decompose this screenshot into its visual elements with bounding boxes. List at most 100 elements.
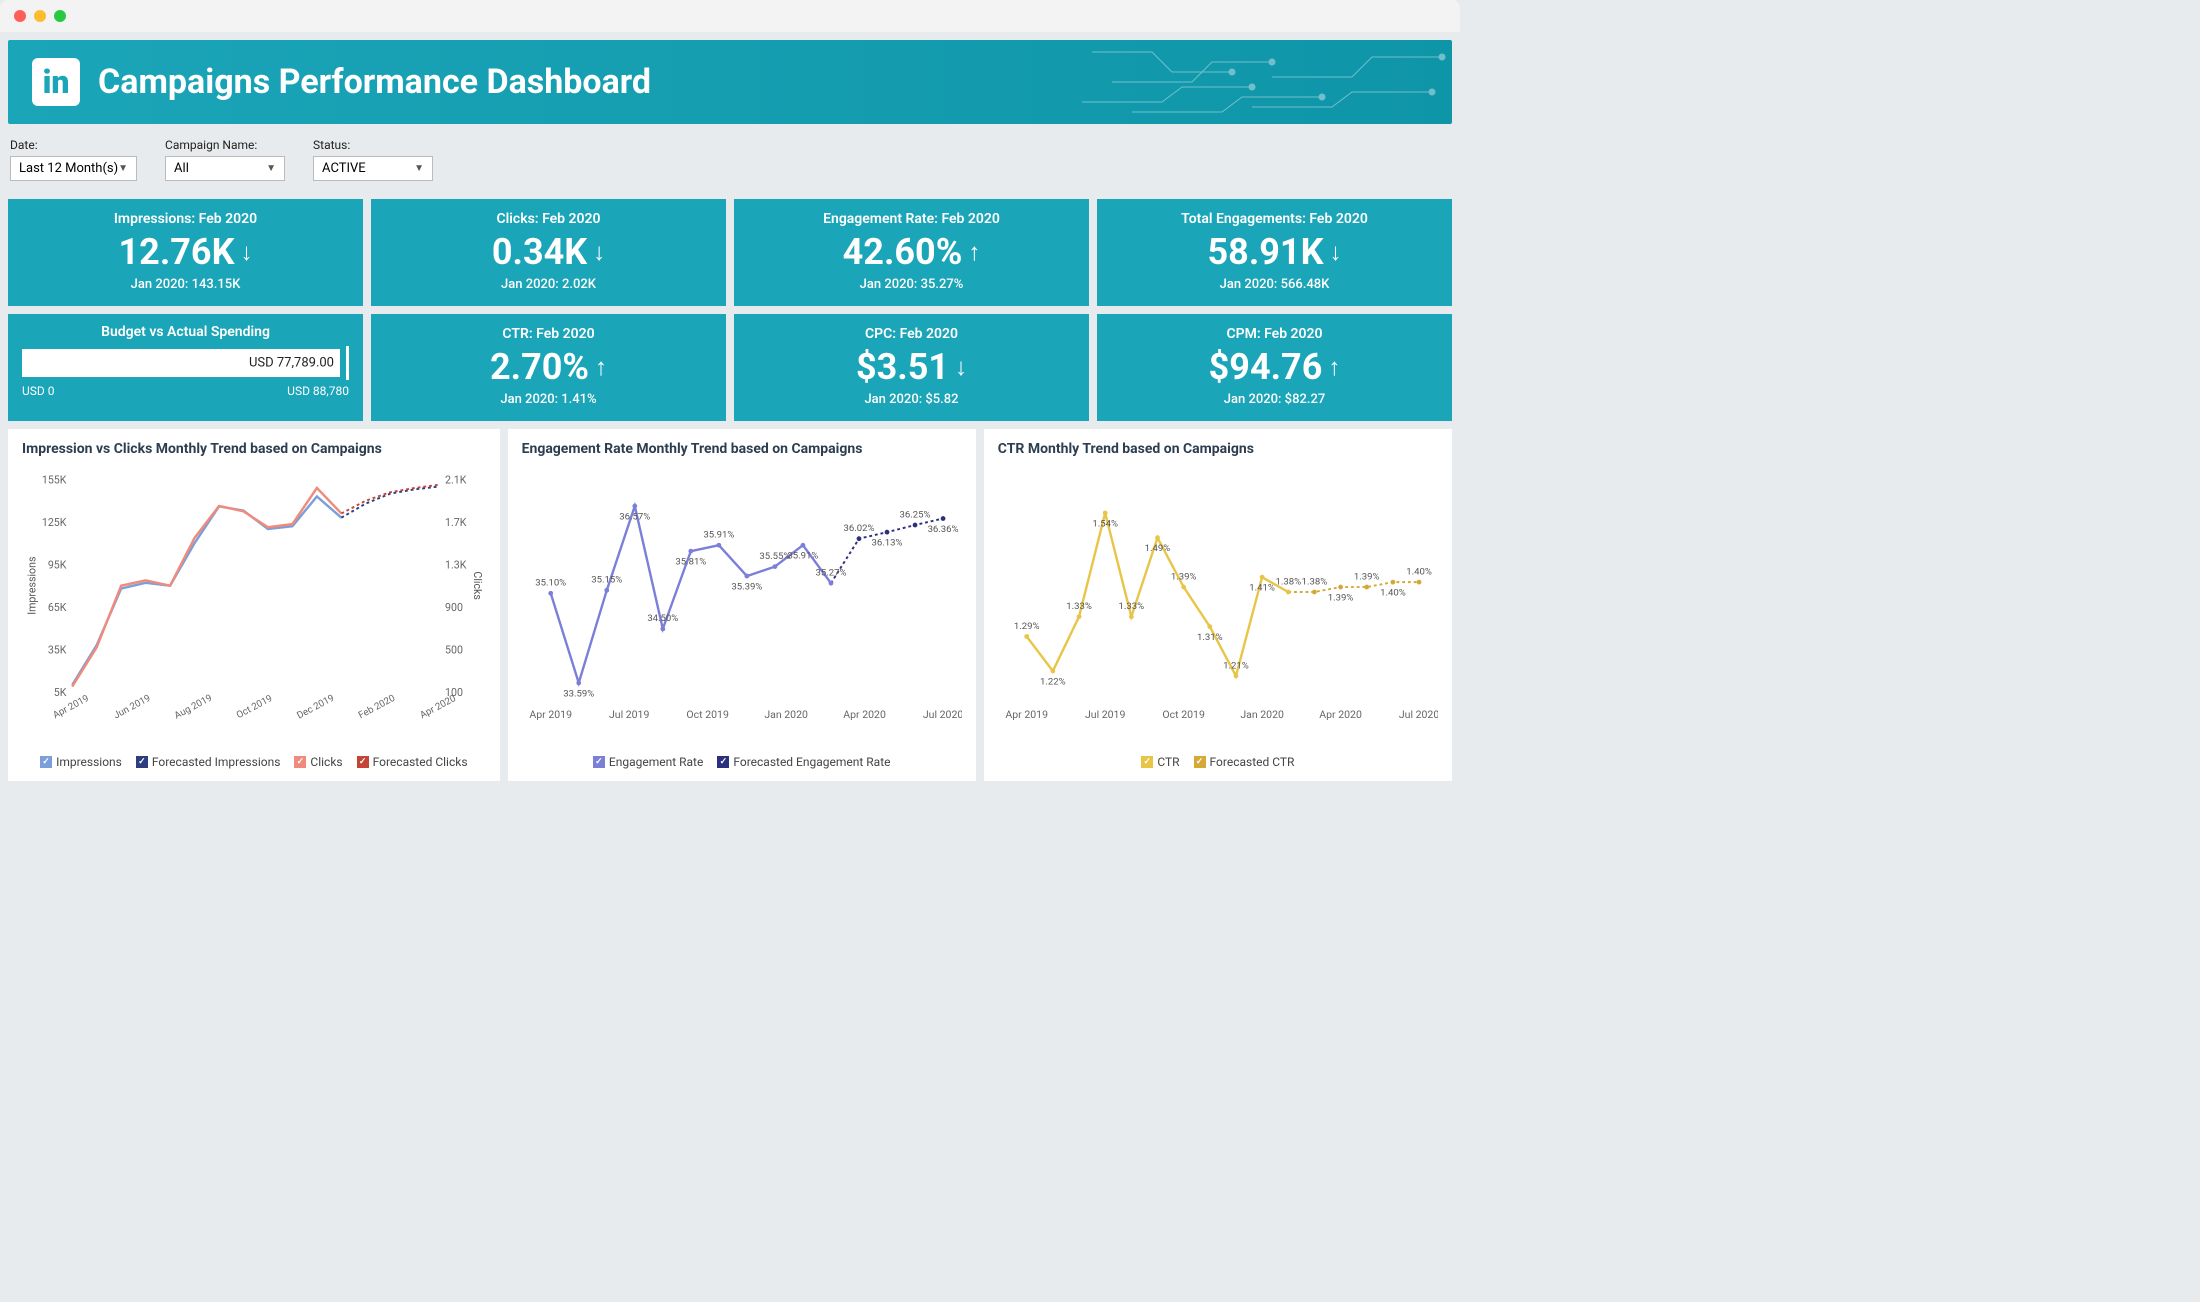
svg-text:Jun 2019: Jun 2019 xyxy=(112,693,153,722)
kpi-title: Impressions: Feb 2020 xyxy=(24,211,347,227)
legend-swatch-icon: ✓ xyxy=(593,756,605,768)
legend-swatch-icon: ✓ xyxy=(294,756,306,768)
trend-arrow-icon: ↓ xyxy=(240,238,252,267)
legend-item[interactable]: ✓ Engagement Rate xyxy=(593,755,703,769)
budget-max: USD 88,780 xyxy=(287,384,349,398)
chart-svg: 5K35K65K95K125K155K1005009001.3K1.7K2.1K… xyxy=(22,465,486,745)
svg-text:Jul 2019: Jul 2019 xyxy=(1085,708,1125,721)
chart-engagement: Engagement Rate Monthly Trend based on C… xyxy=(508,429,976,781)
svg-text:35.81%: 35.81% xyxy=(675,557,706,568)
svg-text:1.39%: 1.39% xyxy=(1328,592,1354,603)
campaign-select[interactable]: All ▼ xyxy=(165,156,285,181)
filter-campaign: Campaign Name: All ▼ xyxy=(165,138,285,181)
svg-text:1.40%: 1.40% xyxy=(1406,566,1432,577)
legend-label: Forecasted Engagement Rate xyxy=(733,755,890,769)
filter-status: Status: ACTIVE ▼ xyxy=(313,138,433,181)
kpi-title: Engagement Rate: Feb 2020 xyxy=(750,211,1073,227)
kpi-sub: Jan 2020: $5.82 xyxy=(750,392,1073,407)
svg-text:Jul 2020: Jul 2020 xyxy=(922,708,961,721)
budget-card: Budget vs Actual Spending USD 77,789.00 … xyxy=(8,314,363,421)
window-titlebar xyxy=(0,0,1460,32)
legend-item[interactable]: ✓ Clicks xyxy=(294,755,342,769)
filter-date: Date: Last 12 Month(s) ▼ xyxy=(10,138,137,181)
svg-text:1.40%: 1.40% xyxy=(1380,588,1406,599)
svg-text:Oct 2019: Oct 2019 xyxy=(235,693,275,721)
chevron-down-icon: ▼ xyxy=(414,163,424,174)
svg-text:35.39%: 35.39% xyxy=(731,581,762,592)
svg-text:Apr 2019: Apr 2019 xyxy=(529,708,572,721)
legend-label: Forecasted Impressions xyxy=(152,755,281,769)
svg-text:Oct 2019: Oct 2019 xyxy=(686,708,729,721)
legend-item[interactable]: ✓ Forecasted Engagement Rate xyxy=(717,755,890,769)
kpi-card: CTR: Feb 2020 2.70%↑ Jan 2020: 1.41% xyxy=(371,314,726,421)
svg-text:Jan 2020: Jan 2020 xyxy=(1240,708,1284,721)
kpi-sub: Jan 2020: 566.48K xyxy=(1113,277,1436,292)
svg-text:95K: 95K xyxy=(48,558,67,571)
svg-text:125K: 125K xyxy=(42,516,67,529)
kpi-value: $3.51↓ xyxy=(750,346,1073,388)
svg-text:65K: 65K xyxy=(48,601,67,614)
chart-ctr: CTR Monthly Trend based on Campaigns Apr… xyxy=(984,429,1452,781)
legend: ✓ Engagement Rate ✓ Forecasted Engagemen… xyxy=(522,755,962,769)
circuit-decoration xyxy=(1072,40,1452,124)
svg-text:1.33%: 1.33% xyxy=(1118,601,1144,612)
filters-row: Date: Last 12 Month(s) ▼ Campaign Name: … xyxy=(8,124,1452,191)
minimize-icon[interactable] xyxy=(34,10,46,22)
kpi-title: Total Engagements: Feb 2020 xyxy=(1113,211,1436,227)
svg-text:35.91%: 35.91% xyxy=(703,530,734,541)
close-icon[interactable] xyxy=(14,10,26,22)
kpi-value: 42.60%↑ xyxy=(750,231,1073,273)
legend-label: Impressions xyxy=(56,755,122,769)
budget-bar-fill: USD 77,789.00 xyxy=(22,349,340,377)
kpi-sub: Jan 2020: 1.41% xyxy=(387,392,710,407)
legend-item[interactable]: ✓ Forecasted Clicks xyxy=(357,755,468,769)
chart-title: Engagement Rate Monthly Trend based on C… xyxy=(522,441,962,457)
kpi-row-2: Budget vs Actual Spending USD 77,789.00 … xyxy=(8,314,1452,421)
kpi-card: CPC: Feb 2020 $3.51↓ Jan 2020: $5.82 xyxy=(734,314,1089,421)
date-select[interactable]: Last 12 Month(s) ▼ xyxy=(10,156,137,181)
budget-actual-label: USD 77,789.00 xyxy=(249,356,334,371)
chevron-down-icon: ▼ xyxy=(118,163,128,174)
select-value: ACTIVE xyxy=(322,161,366,176)
legend-swatch-icon: ✓ xyxy=(136,756,148,768)
filter-label: Campaign Name: xyxy=(165,138,285,152)
legend-item[interactable]: ✓ Forecasted Impressions xyxy=(136,755,281,769)
svg-text:1.49%: 1.49% xyxy=(1144,543,1170,554)
svg-text:Jul 2019: Jul 2019 xyxy=(609,708,649,721)
svg-text:Dec 2019: Dec 2019 xyxy=(295,693,336,722)
svg-text:Feb 2020: Feb 2020 xyxy=(357,693,397,721)
charts-row: Impression vs Clicks Monthly Trend based… xyxy=(8,429,1452,781)
legend-item[interactable]: ✓ CTR xyxy=(1141,755,1179,769)
chevron-down-icon: ▼ xyxy=(266,163,276,174)
page-title: Campaigns Performance Dashboard xyxy=(98,62,651,102)
trend-arrow-icon: ↓ xyxy=(955,353,967,382)
svg-text:35.10%: 35.10% xyxy=(535,578,566,589)
budget-limit-tick xyxy=(346,346,349,380)
trend-arrow-icon: ↓ xyxy=(593,238,605,267)
svg-text:2.1K: 2.1K xyxy=(445,473,467,486)
status-select[interactable]: ACTIVE ▼ xyxy=(313,156,433,181)
svg-text:36.02%: 36.02% xyxy=(843,523,874,534)
legend-item[interactable]: ✓ Impressions xyxy=(40,755,122,769)
svg-text:900: 900 xyxy=(445,601,463,614)
chart-svg: Apr 2019Jul 2019Oct 2019Jan 2020Apr 2020… xyxy=(522,465,962,745)
svg-text:Aug 2019: Aug 2019 xyxy=(173,693,214,722)
svg-text:Apr 2019: Apr 2019 xyxy=(1005,708,1048,721)
kpi-sub: Jan 2020: 35.27% xyxy=(750,277,1073,292)
kpi-value: 58.91K↓ xyxy=(1113,231,1436,273)
kpi-card: Engagement Rate: Feb 2020 42.60%↑ Jan 20… xyxy=(734,199,1089,306)
svg-text:Oct 2019: Oct 2019 xyxy=(1162,708,1205,721)
linkedin-icon: in xyxy=(32,58,80,106)
svg-text:1.39%: 1.39% xyxy=(1354,571,1380,582)
legend-label: Clicks xyxy=(310,755,342,769)
svg-text:Impressions: Impressions xyxy=(26,557,39,615)
maximize-icon[interactable] xyxy=(54,10,66,22)
svg-text:1.22%: 1.22% xyxy=(1040,676,1066,687)
select-value: All xyxy=(174,161,189,176)
legend-item[interactable]: ✓ Forecasted CTR xyxy=(1194,755,1295,769)
svg-text:1.41%: 1.41% xyxy=(1249,583,1275,594)
kpi-card: Impressions: Feb 2020 12.76K↓ Jan 2020: … xyxy=(8,199,363,306)
svg-text:33.59%: 33.59% xyxy=(563,688,594,699)
svg-text:1.38%: 1.38% xyxy=(1301,576,1327,587)
kpi-title: CPM: Feb 2020 xyxy=(1113,326,1436,342)
